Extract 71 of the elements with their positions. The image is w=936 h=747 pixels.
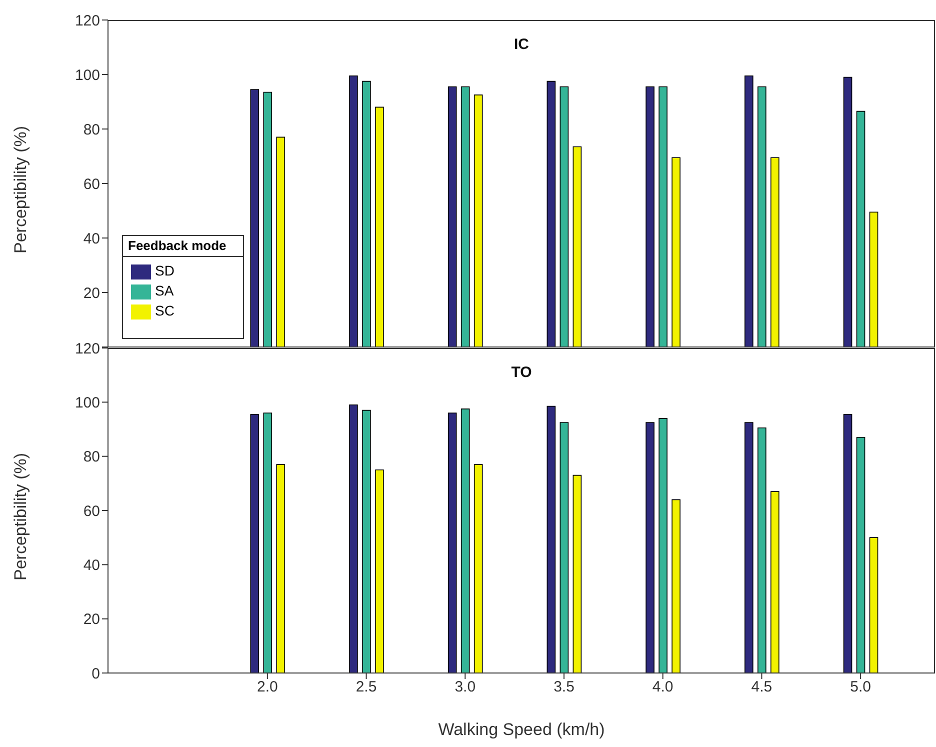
legend-label: SD bbox=[155, 262, 174, 279]
y-tick-label: 20 bbox=[83, 284, 100, 302]
bar bbox=[770, 491, 780, 673]
y-tick-label: 120 bbox=[74, 340, 100, 358]
x-tick-label: 4.0 bbox=[652, 678, 674, 696]
x-tick-label: 2.5 bbox=[356, 678, 377, 696]
bar bbox=[448, 412, 457, 673]
bar bbox=[843, 414, 852, 673]
legend-title: Feedback mode bbox=[122, 235, 244, 257]
y-tick-label: 40 bbox=[83, 556, 100, 574]
bar bbox=[546, 80, 556, 347]
y-axis-title: Perceptibility (%) bbox=[11, 452, 30, 580]
bar bbox=[460, 408, 470, 673]
bar bbox=[658, 86, 668, 347]
x-tick-label: 4.5 bbox=[751, 678, 772, 696]
bar bbox=[362, 80, 371, 347]
bar bbox=[869, 537, 878, 673]
bar bbox=[758, 86, 766, 347]
bar bbox=[869, 212, 878, 347]
y-tick-label: 100 bbox=[74, 394, 100, 412]
bar bbox=[843, 76, 852, 347]
y-tick-label: 60 bbox=[83, 502, 100, 520]
bar bbox=[856, 436, 866, 673]
x-tick-label: 5.0 bbox=[850, 678, 871, 696]
bar bbox=[474, 464, 483, 673]
bar bbox=[646, 86, 654, 347]
bar bbox=[448, 86, 457, 347]
x-tick-label: 3.5 bbox=[554, 678, 574, 696]
bar bbox=[546, 406, 556, 673]
bar bbox=[349, 404, 358, 673]
bar bbox=[276, 464, 286, 673]
y-tick-label: 60 bbox=[83, 176, 100, 193]
bar bbox=[646, 422, 654, 673]
legend-label: SC bbox=[155, 302, 174, 319]
bar bbox=[263, 412, 272, 673]
y-tick-label: 120 bbox=[74, 12, 100, 30]
y-tick-label: 0 bbox=[92, 665, 100, 682]
bar bbox=[744, 75, 754, 347]
bar bbox=[572, 474, 582, 673]
bar bbox=[362, 410, 371, 673]
bar bbox=[375, 469, 384, 673]
bar bbox=[250, 414, 260, 673]
bar bbox=[375, 106, 384, 347]
y-axis-title: Perceptibility (%) bbox=[11, 126, 30, 254]
bar bbox=[744, 422, 754, 673]
y-tick-label: 100 bbox=[74, 66, 100, 84]
bar bbox=[572, 146, 582, 347]
bar bbox=[856, 110, 866, 347]
bar bbox=[560, 422, 569, 673]
bar bbox=[263, 92, 272, 347]
text: IC bbox=[513, 36, 530, 53]
x-tick-label: 3.0 bbox=[454, 678, 476, 696]
x-tick-label: 2.0 bbox=[257, 678, 278, 696]
bar bbox=[250, 89, 260, 347]
y-tick-label: 80 bbox=[83, 448, 100, 466]
bar bbox=[474, 94, 483, 347]
bar bbox=[758, 427, 766, 673]
bar bbox=[560, 86, 569, 347]
bar bbox=[672, 499, 680, 673]
legend-label: SA bbox=[155, 282, 174, 299]
bar bbox=[658, 418, 668, 673]
bar bbox=[672, 157, 680, 347]
bar bbox=[770, 157, 780, 347]
x-axis-title: Walking Speed (km/h) bbox=[438, 720, 605, 739]
y-tick-label: 20 bbox=[83, 611, 100, 628]
bar bbox=[460, 86, 470, 347]
bar bbox=[349, 75, 358, 347]
y-tick-label: 80 bbox=[83, 121, 100, 138]
text: TO bbox=[510, 364, 533, 381]
bar bbox=[276, 136, 286, 347]
y-tick-label: 40 bbox=[83, 230, 100, 248]
